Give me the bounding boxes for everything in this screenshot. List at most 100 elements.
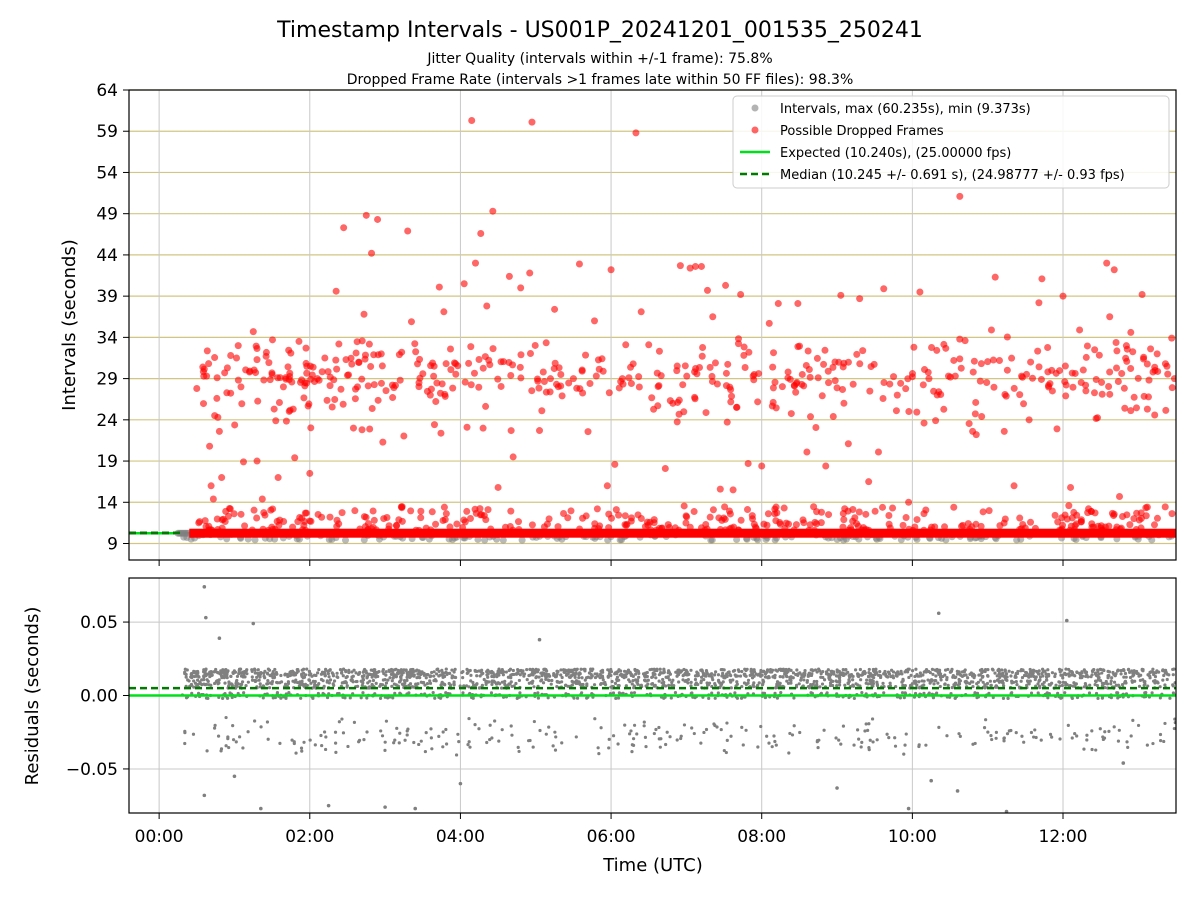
residual-point bbox=[943, 682, 947, 686]
residual-point bbox=[579, 667, 583, 671]
residual-point bbox=[191, 732, 196, 736]
dropped-frame-point bbox=[971, 410, 979, 418]
residual-point bbox=[469, 679, 473, 683]
dropped-frame-point bbox=[509, 361, 517, 369]
dropped-frame-point bbox=[959, 521, 967, 529]
residual-point bbox=[1010, 681, 1014, 685]
dropped-frame-point bbox=[437, 429, 445, 437]
residual-point bbox=[237, 668, 241, 673]
dropped-frame-point bbox=[879, 503, 887, 511]
residual-point bbox=[719, 668, 723, 672]
dropped-frame-point bbox=[810, 503, 818, 511]
residual-point bbox=[398, 731, 402, 735]
dropped-frame-point bbox=[233, 354, 241, 362]
dropped-frame-point bbox=[794, 300, 802, 308]
dropped-frame-point bbox=[1161, 503, 1169, 511]
residual-point bbox=[377, 669, 381, 674]
residual-point bbox=[699, 741, 703, 745]
residual-point bbox=[482, 677, 486, 682]
dropped-frame-point bbox=[301, 382, 309, 390]
dropped-frame-point bbox=[862, 510, 870, 518]
residual-point bbox=[762, 691, 767, 695]
dropped-frame-point bbox=[734, 340, 742, 348]
dropped-frame-point bbox=[752, 524, 760, 532]
residual-point bbox=[981, 680, 985, 684]
dropped-frame-point bbox=[260, 376, 268, 384]
residual-point bbox=[759, 724, 763, 729]
residual-point bbox=[1102, 681, 1106, 686]
dropped-frame-point bbox=[628, 514, 636, 522]
dropped-frame-point bbox=[218, 474, 226, 482]
residual-point bbox=[1112, 672, 1116, 676]
residual-point bbox=[958, 734, 962, 738]
residual-point bbox=[835, 684, 839, 688]
residual-point bbox=[835, 674, 839, 678]
residual-point bbox=[1158, 696, 1162, 700]
dropped-frame-point bbox=[709, 506, 717, 514]
dropped-frame-point bbox=[206, 442, 214, 450]
residual-outlier-point bbox=[1121, 761, 1126, 765]
dropped-frame-point bbox=[1084, 509, 1092, 517]
residual-point bbox=[319, 672, 323, 676]
dropped-frame-point bbox=[1061, 511, 1069, 519]
dropped-frame-point bbox=[360, 513, 368, 521]
residual-point bbox=[689, 680, 693, 684]
residual-point bbox=[712, 673, 717, 677]
residual-point bbox=[700, 668, 704, 672]
residual-point bbox=[263, 676, 267, 680]
residual-point bbox=[218, 672, 222, 676]
residual-point bbox=[929, 678, 934, 682]
dropped-frame-point bbox=[591, 317, 599, 325]
residual-point bbox=[903, 743, 907, 747]
residual-point bbox=[399, 669, 403, 673]
residual-point bbox=[374, 675, 378, 679]
residual-point bbox=[266, 737, 270, 741]
dropped-frame-point bbox=[269, 505, 277, 513]
dropped-frame-point bbox=[862, 526, 870, 534]
residual-point bbox=[202, 682, 206, 686]
residual-point bbox=[1064, 683, 1068, 687]
dropped-frame-point bbox=[377, 379, 385, 387]
residual-point bbox=[286, 680, 291, 684]
residual-point bbox=[1152, 672, 1156, 677]
residual-point bbox=[195, 678, 200, 682]
residual-point bbox=[672, 683, 676, 688]
residual-point bbox=[225, 696, 230, 700]
residual-point bbox=[542, 667, 546, 671]
residual-point bbox=[507, 682, 511, 686]
residual-point bbox=[852, 743, 856, 747]
residual-point bbox=[752, 685, 756, 689]
residual-point bbox=[669, 696, 673, 700]
residual-point bbox=[995, 674, 999, 678]
residual-point bbox=[900, 672, 904, 676]
dropped-frame-point bbox=[446, 345, 454, 353]
dropped-frame-point bbox=[207, 482, 215, 490]
residual-point bbox=[639, 683, 643, 687]
residual-point bbox=[713, 696, 717, 700]
dropped-frame-point bbox=[1168, 334, 1176, 342]
dropped-frame-point bbox=[284, 363, 292, 371]
residual-point bbox=[919, 674, 923, 678]
dropped-frame-point bbox=[398, 348, 406, 356]
residual-point bbox=[204, 668, 208, 672]
residual-point bbox=[597, 752, 601, 756]
residual-point bbox=[812, 679, 816, 684]
residual-point bbox=[859, 745, 863, 749]
residual-point bbox=[609, 673, 613, 678]
dropped-frame-point bbox=[517, 284, 525, 292]
residual-point bbox=[185, 668, 189, 672]
dropped-frame-point bbox=[708, 372, 716, 380]
residual-point bbox=[583, 678, 587, 682]
figure-title: Timestamp Intervals - US001P_20241201_00… bbox=[276, 18, 923, 43]
dropped-frame-point bbox=[921, 366, 929, 374]
residual-point bbox=[666, 676, 670, 680]
residual-point bbox=[654, 676, 658, 680]
residual-point bbox=[822, 678, 827, 682]
residual-point bbox=[231, 738, 236, 742]
intervals-y-axis-label: Intervals (seconds) bbox=[59, 239, 80, 411]
dropped-frame-point bbox=[855, 508, 863, 516]
residual-point bbox=[957, 732, 961, 736]
residual-point bbox=[396, 671, 400, 675]
residual-point bbox=[392, 682, 396, 686]
dropped-frame-point bbox=[358, 337, 366, 345]
